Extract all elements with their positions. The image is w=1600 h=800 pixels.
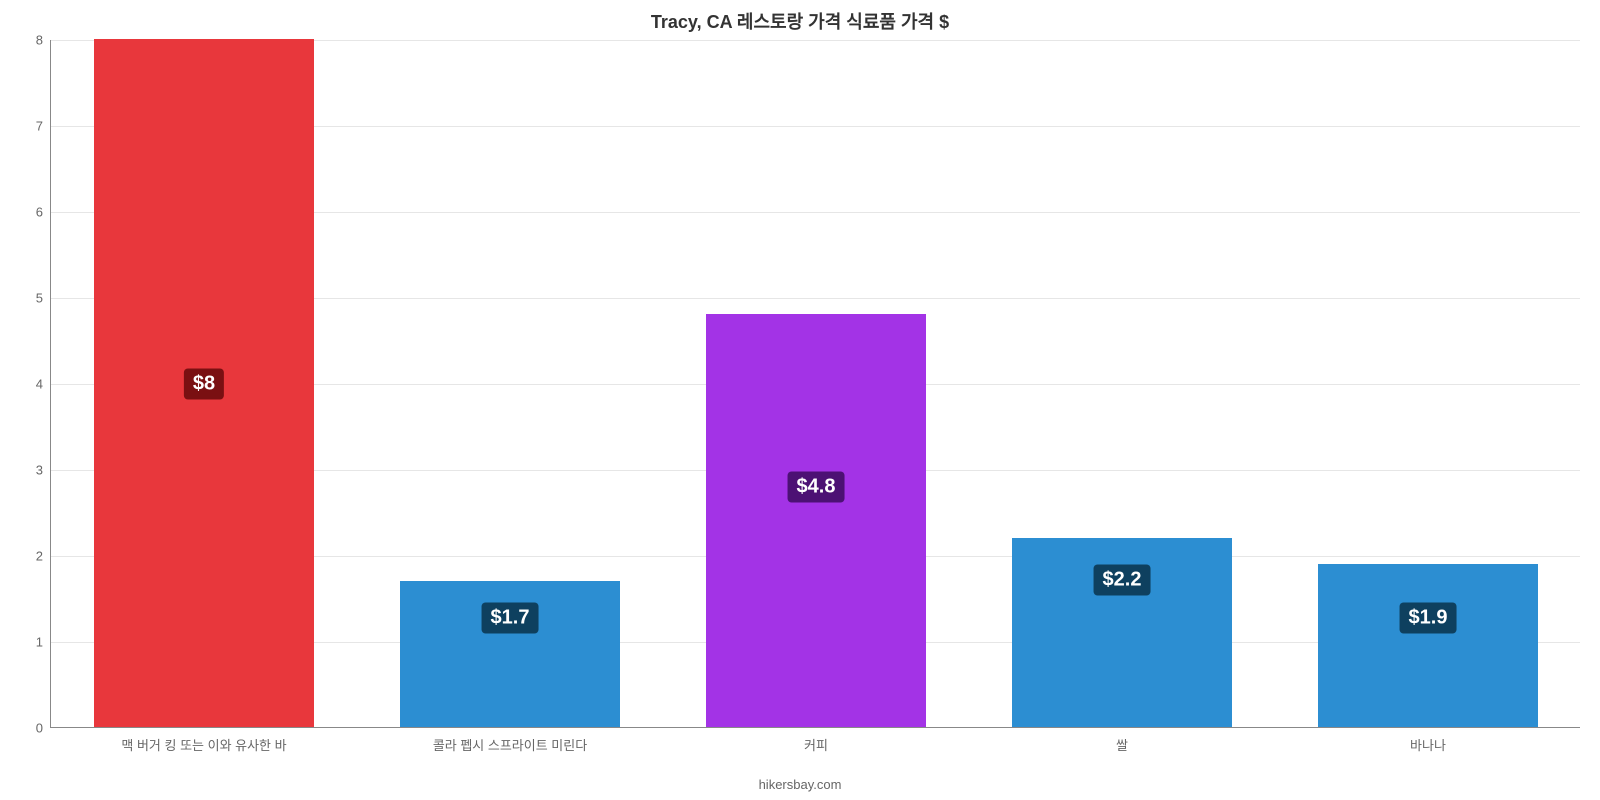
plot-area: 012345678$8맥 버거 킹 또는 이와 유사한 바$1.7콜라 펩시 스… — [50, 40, 1580, 728]
y-tick-label: 7 — [36, 119, 51, 134]
bar — [1318, 564, 1538, 727]
bar-value-label: $2.2 — [1094, 565, 1151, 596]
y-tick-label: 3 — [36, 463, 51, 478]
y-tick-label: 6 — [36, 205, 51, 220]
y-tick-label: 1 — [36, 635, 51, 650]
bar-value-label: $1.9 — [1400, 602, 1457, 633]
bar-value-label: $4.8 — [788, 472, 845, 503]
x-tick-label: 바나나 — [1410, 727, 1446, 754]
y-tick-label: 5 — [36, 291, 51, 306]
x-tick-label: 맥 버거 킹 또는 이와 유사한 바 — [121, 727, 286, 754]
x-tick-label: 콜라 펩시 스프라이트 미린다 — [433, 727, 587, 754]
source-label: hikersbay.com — [0, 777, 1600, 792]
y-tick-label: 0 — [36, 721, 51, 736]
chart-title: Tracy, CA 레스토랑 가격 식료품 가격 $ — [0, 8, 1600, 34]
chart-container: Tracy, CA 레스토랑 가격 식료품 가격 $ 012345678$8맥 … — [0, 0, 1600, 800]
y-tick-label: 2 — [36, 549, 51, 564]
bar-value-label: $8 — [184, 369, 224, 400]
x-tick-label: 커피 — [804, 727, 828, 754]
y-tick-label: 4 — [36, 377, 51, 392]
y-tick-label: 8 — [36, 33, 51, 48]
bar-value-label: $1.7 — [482, 602, 539, 633]
x-tick-label: 쌀 — [1116, 727, 1128, 754]
bar — [706, 314, 926, 727]
